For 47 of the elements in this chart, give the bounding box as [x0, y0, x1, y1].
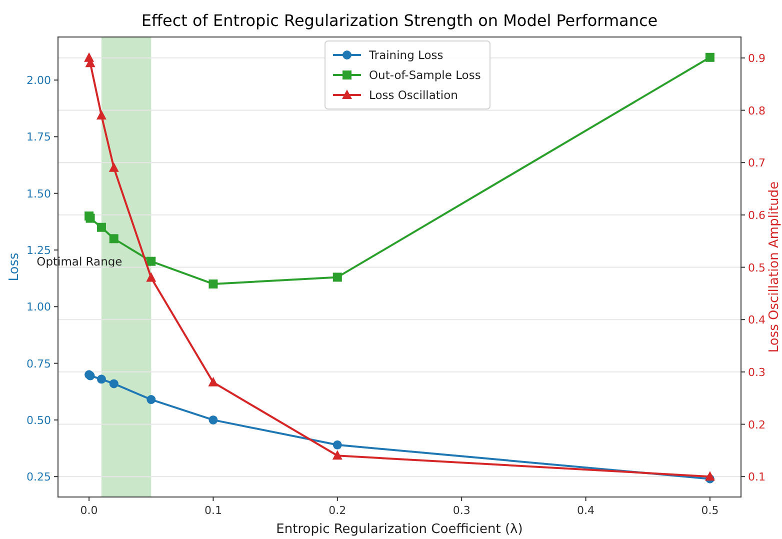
y2-tick-label: 0.3: [748, 366, 766, 379]
y-tick-label: 2.00: [26, 74, 51, 88]
y2-tick-label: 0.4: [748, 314, 766, 327]
legend-label: Training Loss: [368, 48, 444, 62]
y-tick-label: 0.50: [26, 414, 51, 427]
y2-tick-label: 0.6: [748, 208, 766, 222]
point: [146, 395, 156, 404]
point: [109, 234, 118, 244]
y-tick-label: 1.50: [26, 187, 51, 200]
y-tick-label: 1.00: [26, 300, 51, 314]
point: [96, 222, 106, 232]
point: [208, 376, 218, 386]
y2-tick-label: 0.7: [748, 156, 766, 170]
x-tick-label: 0.2: [328, 504, 346, 517]
y-tick-label: 1.75: [26, 130, 51, 144]
y2-tick-label: 0.5: [748, 261, 766, 274]
point: [704, 471, 715, 481]
x-tick-label: 0.0: [80, 504, 98, 517]
y-tick-label: 0.25: [26, 470, 51, 484]
y-tick-label: 0.75: [26, 357, 51, 370]
point: [705, 52, 714, 62]
x-tick-label: 0.1: [204, 504, 222, 517]
x-tick-label: 0.5: [701, 504, 719, 517]
point: [208, 415, 218, 424]
legend-label: Out-of-Sample Loss: [369, 68, 481, 82]
point: [332, 440, 342, 450]
y-axis-title: Loss: [7, 252, 22, 282]
y2-axis-title: Loss Oscillation Amplitude: [767, 181, 782, 353]
x-axis-title: Entropic Regularization Coefficient (λ): [276, 522, 523, 537]
chart-title: Effect of Entropic Regularization Strength on Model Performance: [141, 11, 658, 30]
point: [109, 379, 118, 388]
point: [96, 374, 106, 384]
y2-tick-label: 0.2: [748, 418, 766, 432]
point: [146, 256, 156, 266]
legend-label: Loss Oscillation: [369, 88, 458, 102]
point: [96, 110, 106, 120]
point: [332, 450, 342, 460]
x-tick-label: 0.4: [577, 504, 595, 517]
point: [208, 279, 218, 288]
y2-tick-label: 0.9: [748, 52, 766, 65]
y2-tick-label: 0.1: [748, 470, 766, 484]
point: [332, 272, 342, 282]
point: [108, 162, 119, 172]
y2-tick-label: 0.8: [748, 104, 766, 118]
point: [146, 272, 156, 282]
x-tick-label: 0.3: [452, 504, 470, 517]
y-tick-label: 1.25: [26, 244, 51, 258]
